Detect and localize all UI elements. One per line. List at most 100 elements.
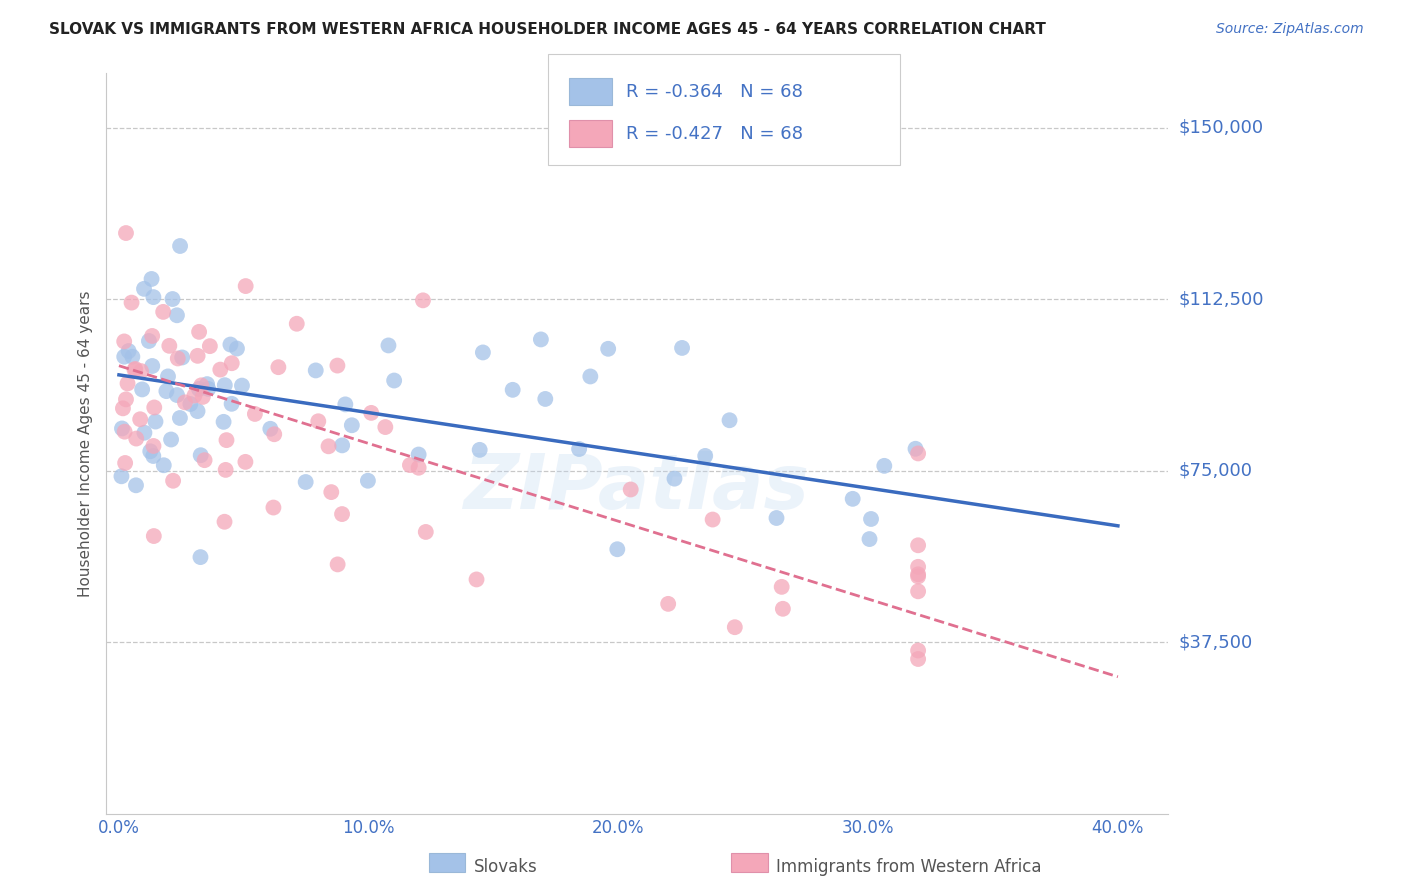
Point [907, 643, 929, 657]
Point [231, 378, 253, 392]
Text: ZIPatlas: ZIPatlas [464, 451, 810, 525]
Point [124, 362, 146, 376]
Point [162, 292, 184, 306]
Point [190, 448, 212, 462]
Point [408, 448, 430, 462]
Text: $37,500: $37,500 [1180, 633, 1253, 651]
Point [468, 442, 491, 457]
Point [907, 569, 929, 583]
Point [318, 439, 340, 453]
Point [111, 401, 134, 416]
Point [166, 351, 188, 366]
Point [620, 483, 643, 497]
Point [155, 384, 177, 398]
Point [330, 507, 353, 521]
Point [243, 407, 266, 421]
Point [143, 401, 166, 415]
Point [193, 453, 215, 467]
Point [212, 415, 235, 429]
Point [221, 397, 243, 411]
Point [160, 433, 183, 447]
Point [117, 344, 139, 359]
Point [326, 558, 349, 572]
Point [191, 390, 214, 404]
Text: SLOVAK VS IMMIGRANTS FROM WESTERN AFRICA HOUSEHOLDER INCOME AGES 45 - 64 YEARS C: SLOVAK VS IMMIGRANTS FROM WESTERN AFRICA… [49, 22, 1046, 37]
Point [657, 597, 679, 611]
Point [841, 491, 863, 506]
Point [188, 325, 211, 339]
Point [702, 512, 724, 526]
Point [907, 567, 929, 582]
Text: $112,500: $112,500 [1180, 291, 1264, 309]
Text: $75,000: $75,000 [1180, 462, 1253, 480]
Point [357, 474, 380, 488]
Point [226, 342, 249, 356]
Point [198, 339, 221, 353]
Point [399, 458, 422, 472]
Text: Immigrants from Western Africa: Immigrants from Western Africa [776, 858, 1042, 876]
Point [907, 446, 929, 460]
Point [360, 406, 382, 420]
Point [132, 282, 155, 296]
Point [131, 383, 153, 397]
Point [294, 475, 316, 489]
Point [121, 350, 143, 364]
Text: $150,000: $150,000 [1180, 119, 1264, 136]
Point [326, 359, 349, 373]
Point [169, 239, 191, 253]
Point [183, 388, 205, 402]
Point [664, 472, 686, 486]
Point [606, 542, 628, 557]
Point [142, 449, 165, 463]
Point [142, 439, 165, 453]
Point [125, 432, 148, 446]
Point [377, 338, 399, 352]
Point [321, 485, 343, 500]
Point [112, 350, 135, 364]
Point [214, 515, 236, 529]
Point [724, 620, 747, 634]
Point [142, 529, 165, 543]
Point [179, 397, 201, 411]
Point [307, 414, 329, 428]
Point [907, 538, 929, 552]
Point [718, 413, 741, 427]
Point [138, 334, 160, 348]
Y-axis label: Householder Income Ages 45 - 64 years: Householder Income Ages 45 - 64 years [79, 290, 93, 597]
Text: R = -0.427   N = 68: R = -0.427 N = 68 [626, 125, 803, 143]
Point [412, 293, 434, 308]
Point [141, 359, 163, 373]
Point [471, 345, 494, 359]
Point [860, 512, 883, 526]
Point [305, 363, 328, 377]
Point [267, 360, 290, 375]
Point [152, 458, 174, 473]
Point [263, 427, 285, 442]
Point [285, 317, 308, 331]
Point [502, 383, 524, 397]
Point [115, 392, 138, 407]
Point [765, 511, 787, 525]
Point [121, 295, 143, 310]
Point [197, 382, 219, 396]
Text: R = -0.364   N = 68: R = -0.364 N = 68 [626, 83, 803, 101]
Point [157, 339, 180, 353]
Point [152, 305, 174, 319]
Point [907, 559, 929, 574]
Point [770, 580, 793, 594]
Point [330, 438, 353, 452]
Point [534, 392, 557, 406]
Point [262, 500, 284, 515]
Point [111, 421, 134, 435]
Point [145, 415, 167, 429]
Point [221, 356, 243, 370]
Point [156, 369, 179, 384]
Point [219, 337, 242, 351]
Point [858, 532, 880, 546]
Point [209, 362, 232, 376]
Point [382, 374, 405, 388]
Point [415, 524, 437, 539]
Point [408, 460, 430, 475]
Point [579, 369, 602, 384]
Point [340, 418, 363, 433]
